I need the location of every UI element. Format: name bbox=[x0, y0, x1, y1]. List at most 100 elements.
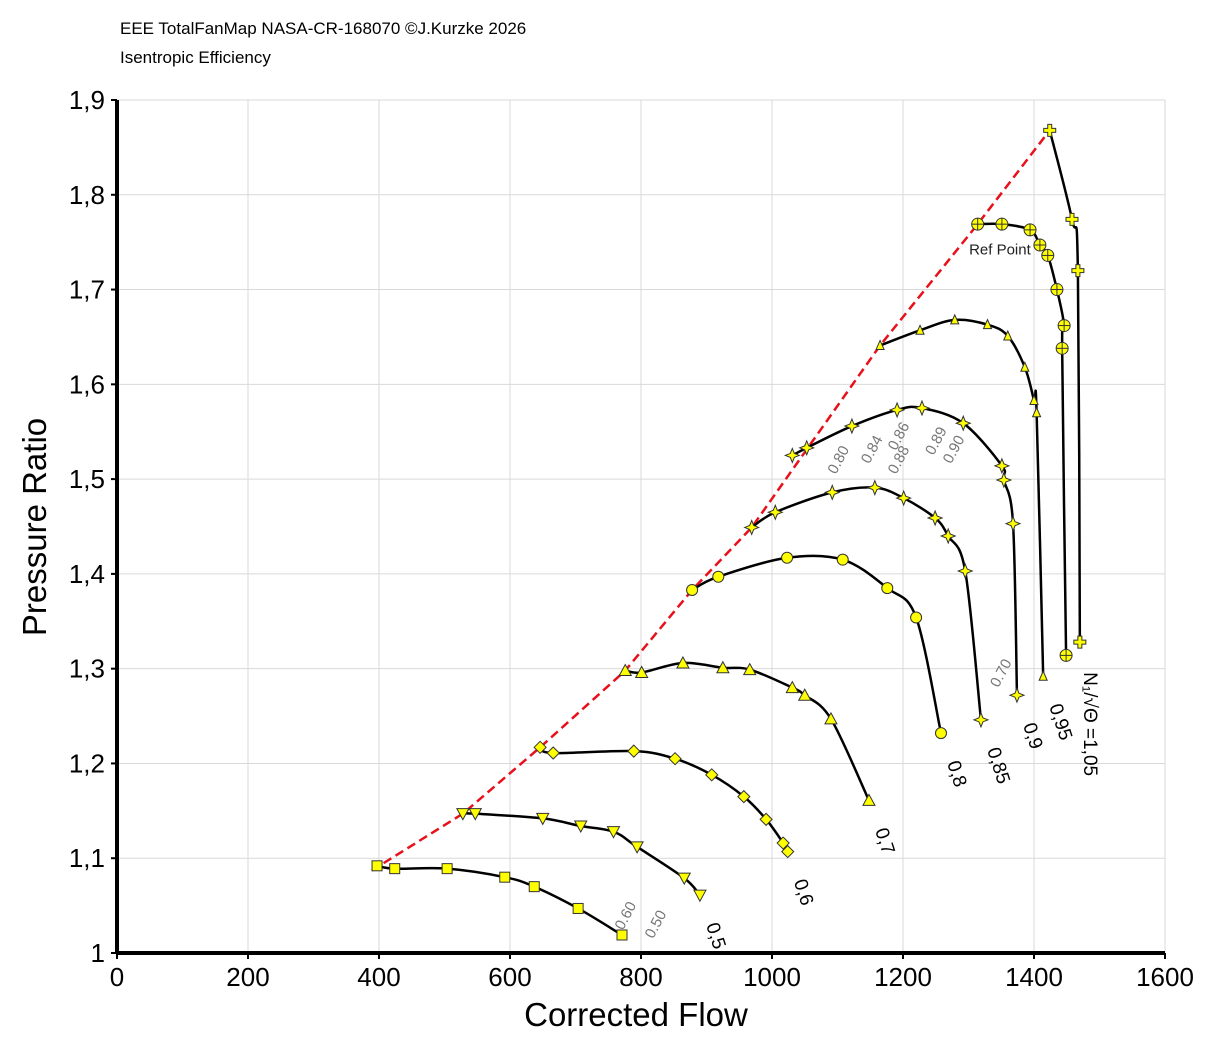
marker bbox=[915, 324, 925, 335]
speed-label: 0,8 bbox=[942, 758, 970, 790]
marker bbox=[956, 562, 974, 580]
speed-label: 0,95 bbox=[1044, 701, 1075, 743]
marker bbox=[546, 746, 560, 760]
marker bbox=[716, 660, 730, 674]
speed-line bbox=[1048, 130, 1082, 643]
marker bbox=[824, 711, 838, 725]
marker bbox=[533, 740, 547, 755]
marker bbox=[781, 551, 794, 564]
marker bbox=[573, 820, 588, 834]
marker bbox=[934, 727, 947, 740]
marker bbox=[634, 665, 649, 678]
y-tick-label: 1,5 bbox=[69, 464, 105, 494]
marker bbox=[1004, 515, 1022, 533]
marker bbox=[949, 313, 960, 325]
marker bbox=[766, 503, 784, 521]
efficiency-label: 0.80 bbox=[824, 443, 853, 477]
marker bbox=[759, 812, 773, 827]
x-tick-label: 1000 bbox=[743, 962, 801, 992]
marker bbox=[776, 836, 790, 850]
marker bbox=[926, 509, 944, 527]
x-tick-label: 600 bbox=[488, 962, 531, 992]
marker bbox=[572, 902, 584, 914]
x-tick-label: 400 bbox=[357, 962, 400, 992]
marker bbox=[468, 808, 483, 821]
x-tick-label: 800 bbox=[619, 962, 662, 992]
marker bbox=[668, 751, 682, 766]
y-tick-label: 1,8 bbox=[69, 180, 105, 210]
marker bbox=[705, 768, 719, 782]
marker bbox=[630, 841, 644, 854]
speed-line bbox=[691, 554, 943, 734]
marker bbox=[1008, 686, 1026, 704]
efficiency-label: 0.84 bbox=[858, 433, 887, 467]
y-tick-label: 1,3 bbox=[69, 654, 105, 684]
speed-label: 0,85 bbox=[982, 745, 1013, 787]
speed-label: 0,9 bbox=[1018, 720, 1046, 752]
marker bbox=[389, 863, 401, 875]
marker bbox=[712, 570, 725, 583]
y-tick-label: 1,1 bbox=[69, 843, 105, 873]
marker bbox=[1003, 329, 1013, 341]
y-tick-label: 1,6 bbox=[69, 369, 105, 399]
marker bbox=[781, 844, 795, 859]
y-tick-label: 1,9 bbox=[69, 85, 105, 115]
x-axis-title: Corrected Flow bbox=[524, 996, 748, 1033]
x-tick-label: 200 bbox=[226, 962, 269, 992]
marker bbox=[843, 417, 861, 435]
marker bbox=[618, 663, 633, 677]
speed-label: 0,7 bbox=[870, 825, 898, 857]
marker bbox=[939, 527, 957, 545]
marker bbox=[627, 744, 641, 758]
chart-title: EEE TotalFanMap NASA-CR-168070 ©J.Kurzke… bbox=[120, 19, 526, 38]
marker bbox=[1038, 670, 1048, 681]
marker bbox=[455, 808, 470, 821]
marker bbox=[1029, 394, 1039, 405]
marker bbox=[895, 489, 913, 507]
marker bbox=[881, 582, 894, 595]
y-tick-label: 1,4 bbox=[69, 559, 105, 589]
marker bbox=[798, 439, 816, 457]
speed-line bbox=[879, 318, 1045, 677]
marker bbox=[910, 611, 923, 624]
marker bbox=[1065, 212, 1079, 226]
marker bbox=[742, 662, 757, 676]
marker bbox=[995, 471, 1013, 489]
marker bbox=[993, 457, 1011, 475]
y-axis-title: Pressure Ratio bbox=[16, 418, 53, 636]
y-tick-label: 1,2 bbox=[69, 748, 105, 778]
marker bbox=[371, 860, 383, 872]
marker bbox=[1020, 361, 1030, 372]
speed-label: N₁/√Θ =1,05 bbox=[1079, 672, 1100, 776]
efficiency-label: 0.70 bbox=[987, 656, 1016, 690]
marker bbox=[686, 584, 699, 597]
marker bbox=[862, 793, 876, 806]
marker bbox=[875, 339, 885, 350]
marker bbox=[972, 711, 990, 729]
marker bbox=[743, 519, 761, 536]
marker bbox=[866, 479, 884, 496]
x-tick-label: 1400 bbox=[1005, 962, 1063, 992]
marker bbox=[1043, 123, 1057, 137]
marker bbox=[823, 484, 841, 501]
y-tick-label: 1,7 bbox=[69, 275, 105, 305]
marker bbox=[616, 929, 628, 941]
marker bbox=[499, 871, 511, 883]
marker bbox=[676, 655, 690, 669]
marker bbox=[982, 318, 993, 330]
marker bbox=[913, 399, 931, 417]
x-tick-label: 0 bbox=[110, 962, 124, 992]
marker bbox=[1073, 635, 1087, 649]
marker bbox=[441, 863, 453, 875]
efficiency-label: 0.50 bbox=[642, 907, 671, 941]
marker bbox=[954, 414, 972, 432]
chart-subtitle: Isentropic Efficiency bbox=[120, 48, 271, 67]
marker bbox=[535, 812, 550, 826]
speed-label: 0,6 bbox=[789, 877, 817, 909]
speed-line bbox=[625, 661, 871, 801]
marker bbox=[785, 680, 800, 694]
marker bbox=[1071, 264, 1085, 278]
marker bbox=[888, 401, 906, 419]
marker bbox=[783, 447, 801, 464]
